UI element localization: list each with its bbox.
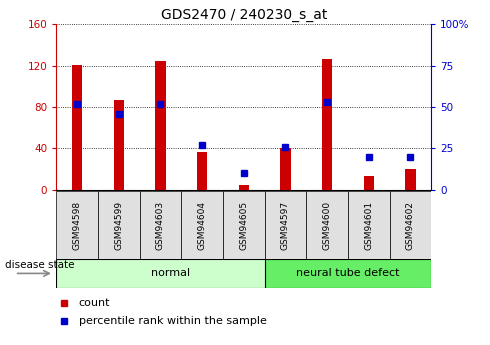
Title: GDS2470 / 240230_s_at: GDS2470 / 240230_s_at: [161, 8, 327, 22]
Bar: [322, 59, 332, 190]
Text: GSM94600: GSM94600: [322, 200, 332, 250]
Text: GSM94602: GSM94602: [406, 200, 415, 250]
Text: GSM94603: GSM94603: [156, 200, 165, 250]
Text: count: count: [79, 298, 110, 308]
Text: GSM94605: GSM94605: [239, 200, 248, 250]
Text: GSM94601: GSM94601: [364, 200, 373, 250]
Bar: [348, 191, 390, 259]
Bar: [72, 65, 82, 190]
Bar: [265, 191, 306, 259]
Text: normal: normal: [151, 268, 191, 278]
Bar: [239, 185, 249, 190]
Bar: [364, 176, 374, 190]
Bar: [405, 169, 416, 190]
Text: GSM94604: GSM94604: [197, 200, 207, 250]
Bar: [265, 259, 431, 288]
Bar: [223, 191, 265, 259]
Bar: [280, 148, 291, 190]
Text: GSM94597: GSM94597: [281, 200, 290, 250]
Bar: [155, 61, 166, 190]
Text: disease state: disease state: [5, 260, 74, 270]
Bar: [197, 152, 207, 190]
Bar: [56, 191, 98, 259]
Text: GSM94598: GSM94598: [73, 200, 82, 250]
Bar: [390, 191, 431, 259]
Bar: [306, 191, 348, 259]
Bar: [181, 191, 223, 259]
Bar: [98, 191, 140, 259]
Text: GSM94599: GSM94599: [114, 200, 123, 250]
Text: neural tube defect: neural tube defect: [296, 268, 400, 278]
Bar: [114, 100, 124, 190]
Bar: [140, 191, 181, 259]
Bar: [56, 259, 265, 288]
Text: percentile rank within the sample: percentile rank within the sample: [79, 316, 267, 326]
